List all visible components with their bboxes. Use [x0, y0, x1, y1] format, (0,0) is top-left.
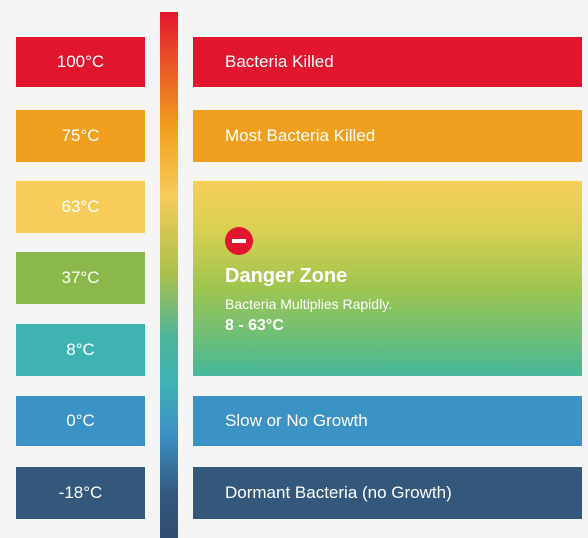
- no-entry-icon: [225, 227, 253, 255]
- danger-zone-subtitle: Bacteria Multiplies Rapidly.: [225, 296, 393, 312]
- temp-0: 0°C: [16, 396, 145, 446]
- temp-8: 8°C: [16, 324, 145, 376]
- danger-zone-range: 8 - 63°C: [225, 317, 284, 334]
- danger-zone-band: Danger Zone Bacteria Multiplies Rapidly.…: [193, 181, 582, 376]
- danger-zone-title: Danger Zone: [225, 265, 348, 287]
- temp-63: 63°C: [16, 181, 145, 233]
- band-slow-growth: Slow or No Growth: [193, 396, 582, 446]
- band-bacteria-killed: Bacteria Killed: [193, 37, 582, 87]
- temperature-gradient-bar: [160, 12, 178, 538]
- temp-37: 37°C: [16, 252, 145, 304]
- temp-75: 75°C: [16, 110, 145, 162]
- temp-minus-18: -18°C: [16, 467, 145, 519]
- band-most-bacteria-killed: Most Bacteria Killed: [193, 110, 582, 162]
- band-dormant: Dormant Bacteria (no Growth): [193, 467, 582, 519]
- temp-100: 100°C: [16, 37, 145, 87]
